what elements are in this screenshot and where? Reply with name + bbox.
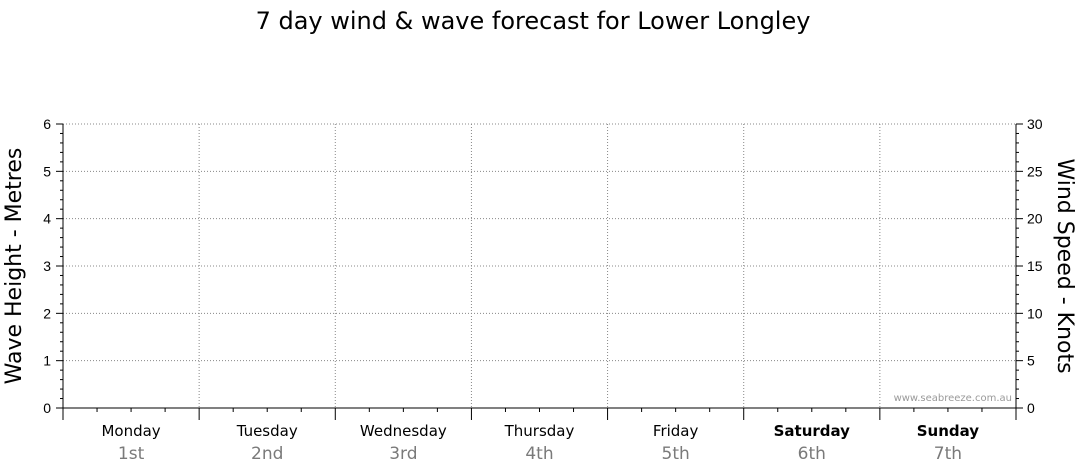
day-name-label: Tuesday bbox=[236, 422, 298, 440]
right-tick-label: 25 bbox=[1027, 163, 1043, 179]
day-date-label: 7th bbox=[934, 444, 962, 464]
day-date-label: 4th bbox=[525, 444, 553, 464]
grid-lines bbox=[63, 123, 1016, 408]
right-axis-title: Wind Speed - Knots bbox=[1052, 158, 1077, 373]
right-tick-label: 5 bbox=[1027, 353, 1035, 369]
left-tick-label: 5 bbox=[43, 163, 51, 179]
day-date-label: 5th bbox=[662, 444, 690, 464]
day-name-label: Thursday bbox=[504, 422, 575, 440]
axes bbox=[62, 124, 1017, 420]
right-tick-label: 0 bbox=[1027, 400, 1035, 416]
day-date-label: 3rd bbox=[389, 444, 417, 464]
day-date-label: 6th bbox=[798, 444, 826, 464]
left-axis-ticks: 0 1 2 3 4 5 6 bbox=[43, 116, 63, 416]
right-tick-label: 15 bbox=[1027, 258, 1043, 274]
left-tick-label: 4 bbox=[43, 211, 51, 227]
day-name-label: Wednesday bbox=[360, 422, 447, 440]
watermark-text: www.seabreeze.com.au bbox=[894, 393, 1012, 404]
right-tick-label: 20 bbox=[1027, 211, 1043, 227]
left-tick-label: 2 bbox=[43, 305, 51, 321]
left-axis-title: Wave Height - Metres bbox=[2, 148, 27, 385]
day-name-label: Friday bbox=[653, 422, 699, 440]
right-axis-ticks: 0 5 10 15 20 25 30 bbox=[1016, 116, 1043, 416]
chart-title: 7 day wind & wave forecast for Lower Lon… bbox=[256, 7, 811, 35]
left-tick-label: 6 bbox=[43, 116, 51, 132]
day-labels: Monday 1st Tuesday 2nd Wednesday 3rd Thursday 4… bbox=[101, 422, 979, 464]
day-name-label: Saturday bbox=[774, 422, 851, 440]
left-tick-label: 3 bbox=[43, 258, 51, 274]
left-tick-label: 1 bbox=[43, 353, 51, 369]
day-date-label: 1st bbox=[118, 444, 145, 464]
day-name-label: Sunday bbox=[917, 422, 980, 440]
right-tick-label: 10 bbox=[1027, 305, 1043, 321]
right-tick-label: 30 bbox=[1027, 116, 1043, 132]
day-name-label: Monday bbox=[101, 422, 160, 440]
day-date-label: 2nd bbox=[251, 444, 283, 464]
left-tick-label: 0 bbox=[43, 400, 51, 416]
